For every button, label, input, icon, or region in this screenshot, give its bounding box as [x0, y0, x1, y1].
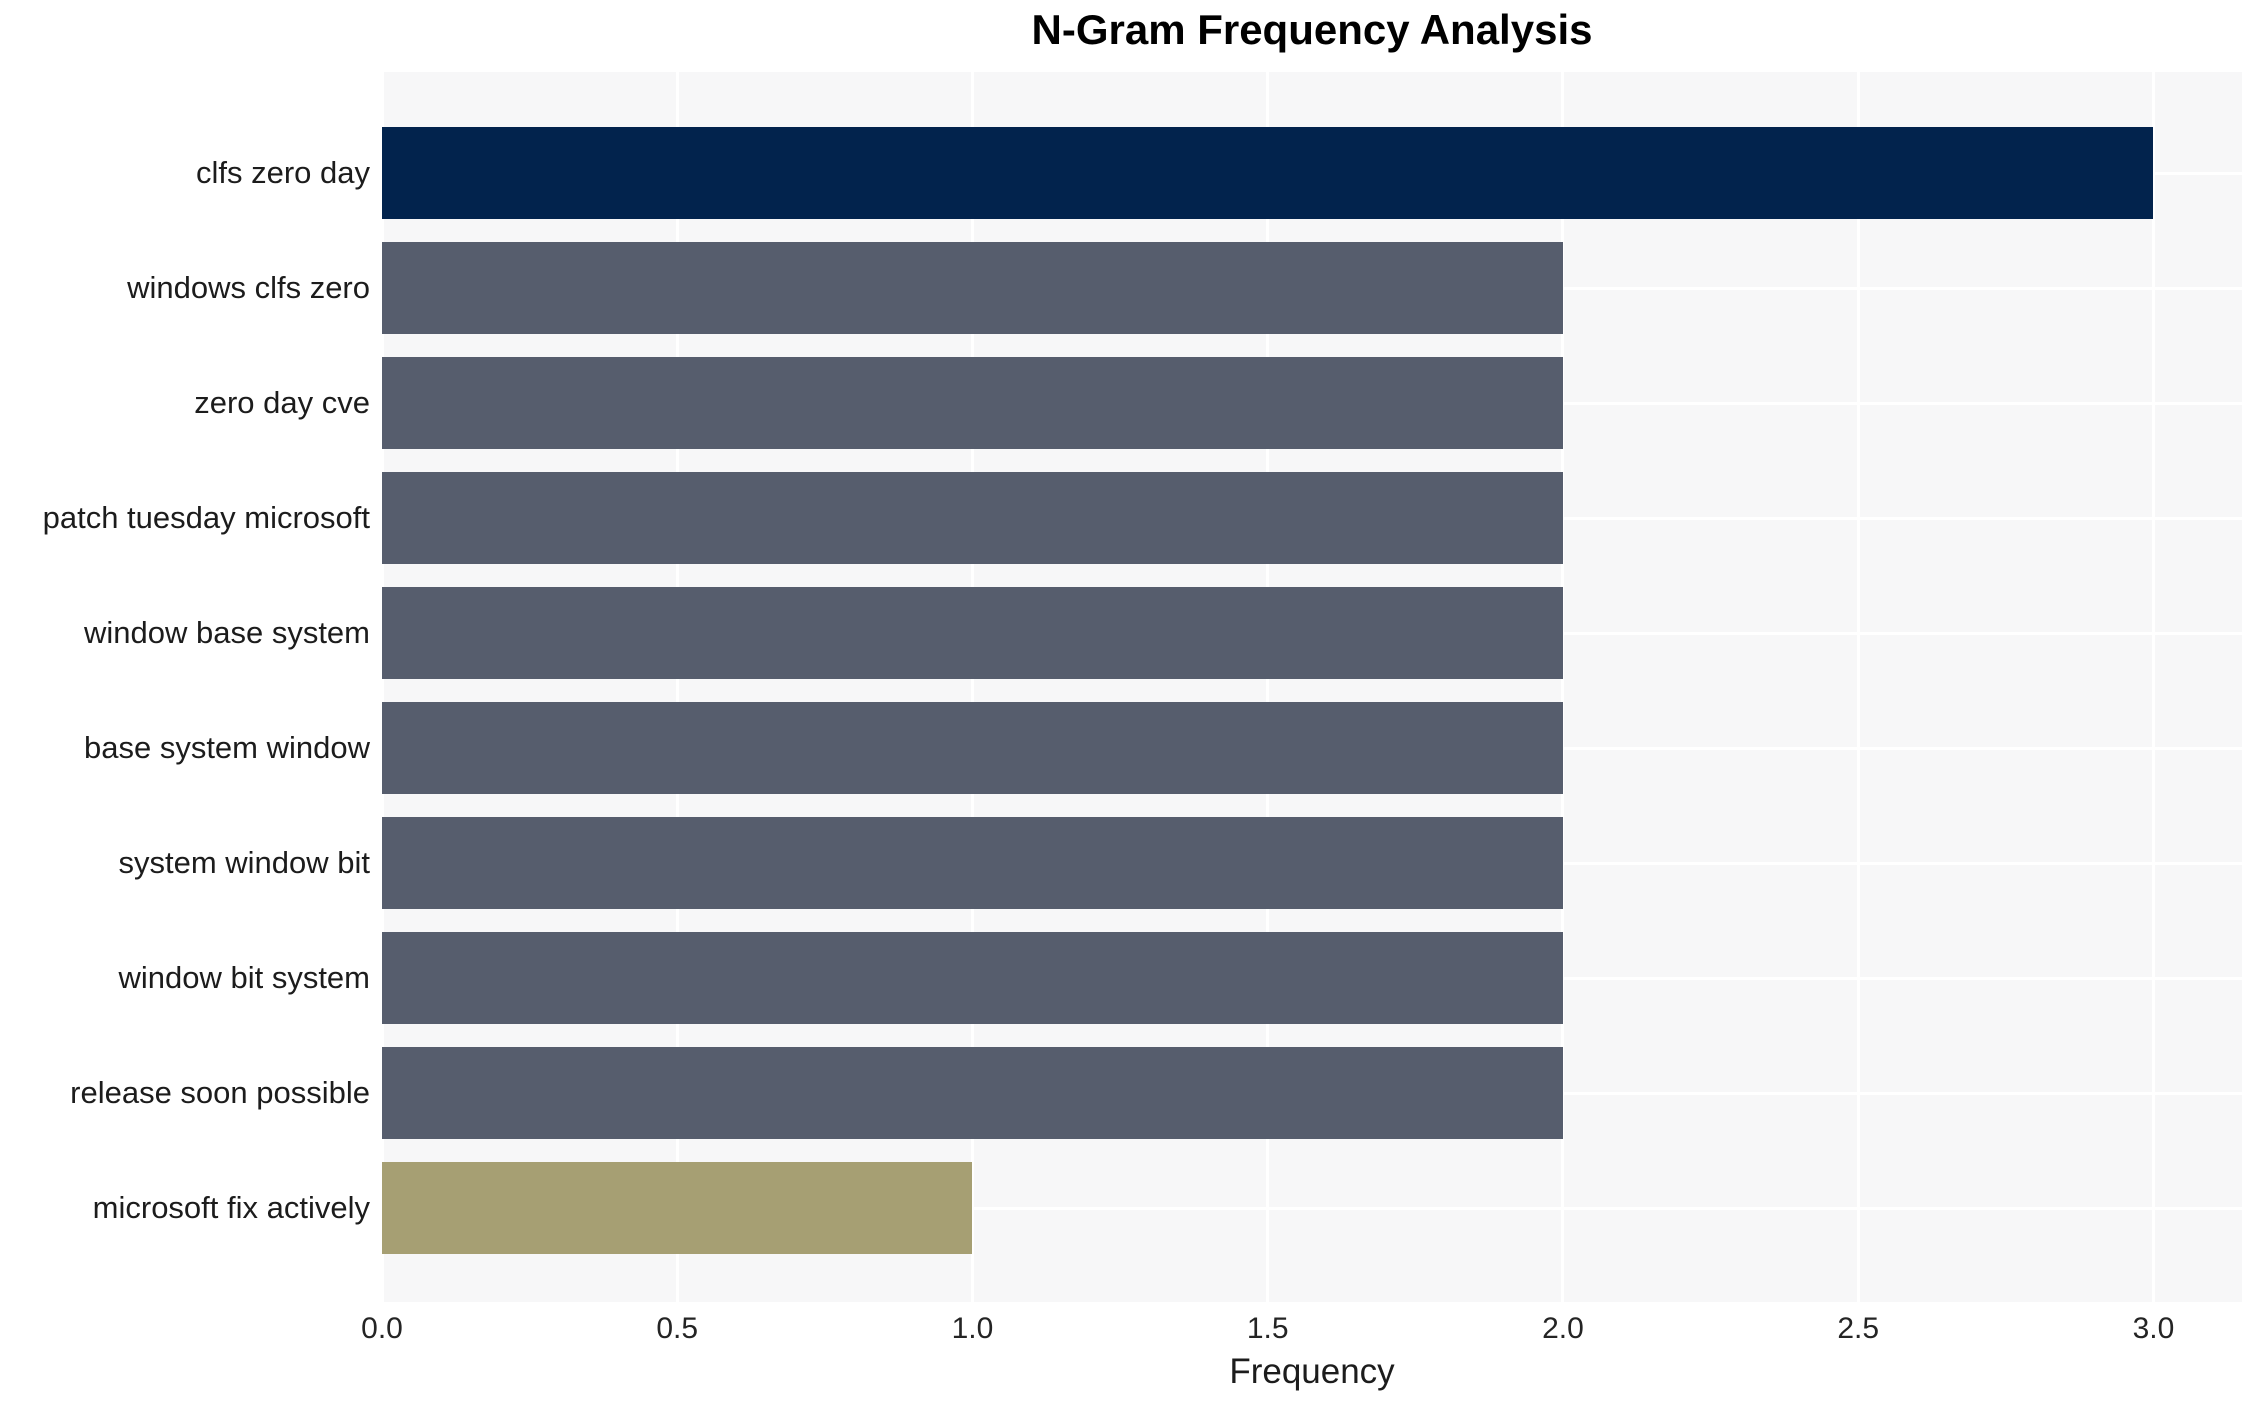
- y-tick-label: release soon possible: [70, 1075, 370, 1110]
- gridline-vertical: [2151, 72, 2155, 1302]
- bar: [382, 242, 1563, 334]
- x-tick-label: 2.0: [1542, 1312, 1584, 1345]
- x-tick-label: 0.0: [361, 1312, 403, 1345]
- bar: [382, 357, 1563, 449]
- y-tick-label: windows clfs zero: [127, 270, 370, 305]
- x-tick-label: 1.0: [951, 1312, 994, 1345]
- plot-area: [382, 72, 2242, 1302]
- bar: [382, 472, 1563, 564]
- bar: [382, 587, 1563, 679]
- x-tick-label: 1.5: [1246, 1312, 1289, 1345]
- gridline-vertical: [1856, 72, 1860, 1302]
- bar: [382, 932, 1563, 1024]
- gridline-vertical: [1266, 72, 1270, 1302]
- bar: [382, 1047, 1563, 1139]
- gridline-vertical: [382, 72, 384, 1302]
- bar: [382, 1162, 973, 1254]
- y-tick-label: system window bit: [118, 845, 370, 880]
- gridline-vertical: [970, 72, 974, 1302]
- y-tick-label: window bit system: [118, 960, 370, 995]
- y-tick-label: window base system: [83, 615, 370, 650]
- y-tick-label: patch tuesday microsoft: [42, 500, 370, 535]
- chart-title: N-Gram Frequency Analysis: [1031, 6, 1593, 53]
- x-tick-label: 3.0: [2132, 1312, 2175, 1345]
- gridline-vertical: [675, 72, 679, 1302]
- y-tick-label: microsoft fix actively: [92, 1190, 370, 1225]
- gridline-horizontal: [382, 1206, 2242, 1210]
- y-tick-label: zero day cve: [194, 385, 370, 420]
- y-tick-label: base system window: [83, 730, 370, 765]
- bar: [382, 702, 1563, 794]
- x-axis-label: Frequency: [1229, 1352, 1395, 1391]
- x-tick-label: 2.5: [1837, 1312, 1880, 1345]
- y-tick-label: clfs zero day: [195, 155, 370, 190]
- gridline-vertical: [1561, 72, 1565, 1302]
- x-tick-label: 0.5: [656, 1312, 699, 1345]
- bar: [382, 127, 2154, 219]
- bar: [382, 817, 1563, 909]
